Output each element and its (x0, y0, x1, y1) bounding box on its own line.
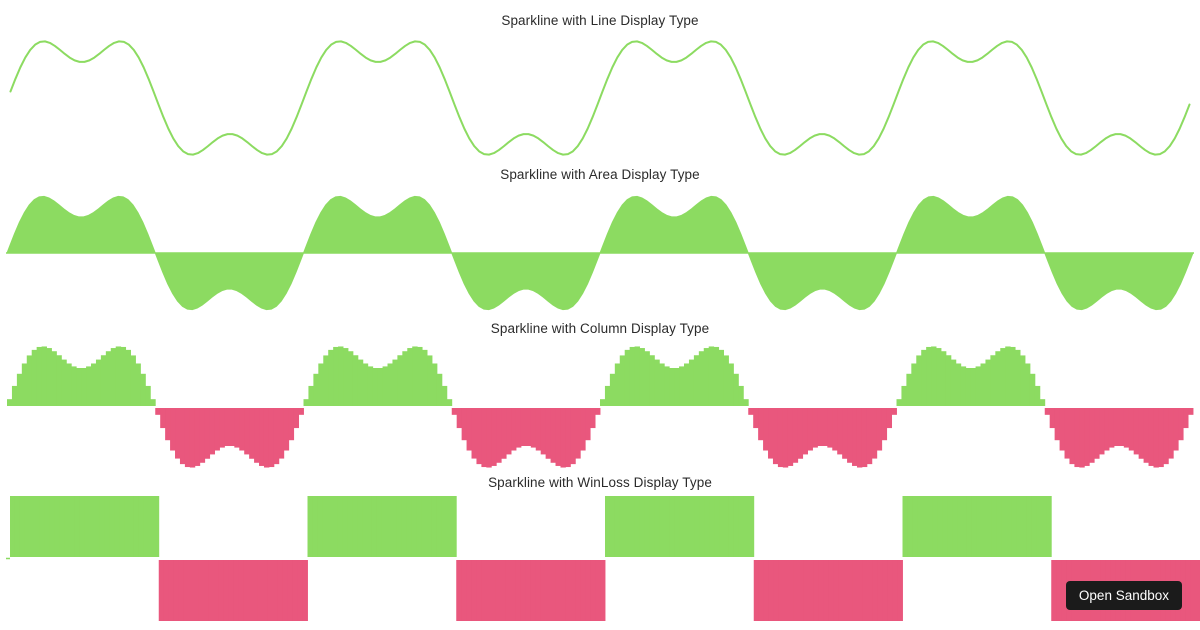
open-sandbox-button[interactable]: Open Sandbox (1065, 581, 1182, 610)
section-winloss-sparkline: Sparkline with WinLoss Display Type (0, 470, 1200, 624)
line-sparkline-chart[interactable] (0, 34, 1200, 162)
winloss-chart-title: Sparkline with WinLoss Display Type (488, 475, 712, 490)
area-chart-title: Sparkline with Area Display Type (500, 167, 700, 182)
line-chart-title: Sparkline with Line Display Type (501, 13, 699, 28)
section-line-sparkline: Sparkline with Line Display Type (0, 0, 1200, 162)
column-chart-title: Sparkline with Column Display Type (490, 321, 710, 336)
column-sparkline-chart[interactable] (0, 342, 1200, 470)
winloss-sparkline-chart[interactable] (0, 496, 1200, 624)
section-area-sparkline: Sparkline with Area Display Type (0, 162, 1200, 316)
area-sparkline-chart[interactable] (0, 188, 1200, 316)
section-column-sparkline: Sparkline with Column Display Type (0, 316, 1200, 470)
